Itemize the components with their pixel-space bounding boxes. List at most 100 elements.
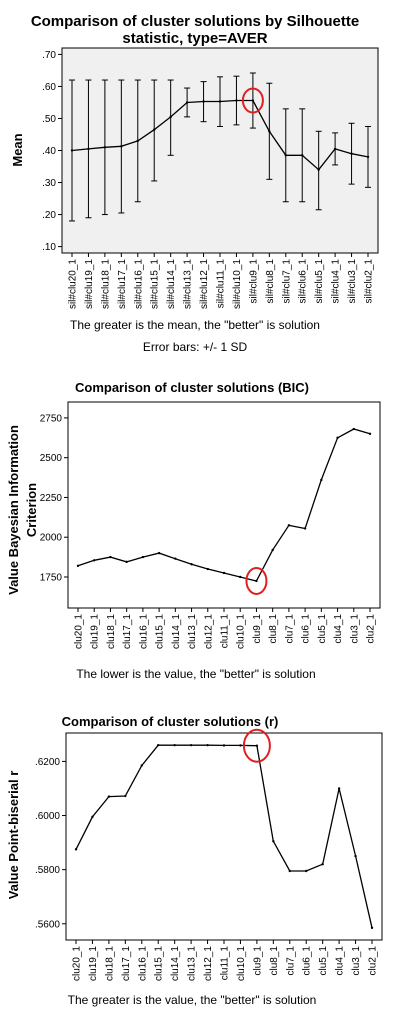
data-point [303,527,307,530]
data-point [368,432,372,436]
data-point [136,139,139,143]
x-tick-label: clu16_1 [137,946,148,981]
x-tick-label: sil#clu5_1 [314,259,325,304]
data-point [153,128,156,131]
data-point [370,926,374,930]
y-tick-label: .5800 [35,865,60,876]
data-point [189,743,193,747]
x-tick-label: clu3_1 [349,614,360,644]
y-tick-label: .10 [42,242,56,253]
x-tick-label: sil#clu8_1 [265,259,276,304]
x-tick-label: sil#clu19_1 [84,259,95,309]
plot-area [67,401,381,609]
x-tick-label: clu16_1 [138,614,149,649]
data-point [141,555,145,559]
x-tick-label: clu10_1 [236,614,247,649]
data-point [268,130,271,133]
x-tick-label: sil#clu13_1 [183,259,194,309]
x-tick-label: sil#clu12_1 [199,259,210,309]
data-point [350,152,353,155]
data-point [190,563,193,566]
data-point [305,869,308,873]
x-tick-label: clu5_1 [317,614,328,644]
y-tick-label: .6200 [35,757,60,768]
data-point [271,548,274,552]
data-point [70,149,74,152]
chart-title: Comparison of cluster solutions (BIC) [75,380,309,395]
data-point [337,787,341,790]
x-tick-label: clu13_1 [187,946,198,981]
data-point [320,478,323,482]
x-tick-label: clu8_1 [268,614,279,644]
x-tick-label: clu18_1 [104,946,115,981]
x-tick-label: clu6_1 [302,946,313,976]
y-tick-label: .60 [42,82,56,93]
x-tick-label: clu4_1 [333,614,344,644]
y-axis-label: Mean [10,133,25,166]
data-point [76,564,80,568]
x-tick-label: clu7_1 [285,946,296,976]
data-point [174,557,177,560]
x-tick-label: clu2_1 [368,946,379,976]
x-tick-label: clu20_1 [74,614,85,649]
y-axis-label: Value Bayesian Information [6,425,21,595]
data-point [321,863,324,866]
data-point [222,571,226,575]
x-tick-label: sil#clu14_1 [166,259,177,309]
x-tick-label: sil#clu11_1 [216,259,227,309]
data-point [157,551,161,555]
silhouette-chart: Comparison of cluster solutions by Silho… [10,13,379,354]
x-tick-label: sil#clu4_1 [331,259,342,304]
chart-title: Comparison of cluster solutions by Silho… [31,13,359,30]
data-point [185,101,189,104]
chart-note-error-bars: Error bars: +/- 1 SD [143,340,248,354]
x-tick-label: clu9_1 [252,614,263,644]
x-tick-label: sil#clu18_1 [100,259,111,309]
y-tick-label: .6000 [35,811,60,822]
data-point [354,854,357,858]
data-point [124,794,127,798]
data-point [333,147,337,151]
data-point [120,145,123,148]
data-point [272,840,275,843]
data-point [169,115,172,119]
y-tick-label: 1750 [40,572,63,583]
data-point [202,100,205,103]
y-tick-label: 2250 [40,493,63,504]
highlight-circle [241,87,264,114]
x-tick-label: sil#clu3_1 [347,259,358,304]
x-tick-label: sil#clu2_1 [364,259,375,304]
x-tick-label: clu19_1 [88,946,99,981]
data-point [239,744,242,747]
data-point [317,168,320,171]
y-tick-label: .5600 [35,919,60,930]
data-point [235,99,238,102]
x-tick-label: sil#clu15_1 [150,259,161,309]
x-tick-label: clu13_1 [187,614,198,649]
data-point [222,744,226,747]
y-tick-label: .20 [42,210,56,221]
data-point [288,869,291,873]
data-point [103,146,107,149]
x-tick-label: clu10_1 [236,946,247,981]
data-point [206,743,209,747]
data-point [336,436,339,439]
data-point [251,99,255,102]
data-point [107,795,111,798]
x-tick-label: sil#clu9_1 [248,259,259,304]
y-tick-label: 2750 [40,413,63,424]
x-tick-label: clu15_1 [154,946,165,981]
data-point [255,579,258,583]
y-tick-label: 2500 [40,453,63,464]
x-tick-label: sil#clu10_1 [232,259,243,309]
x-tick-label: clu15_1 [155,614,166,649]
data-point [125,560,128,564]
data-point [287,524,291,527]
data-point [284,154,287,157]
x-tick-label: sil#clu7_1 [281,259,292,304]
x-tick-label: sil#clu17_1 [117,259,128,309]
y-tick-label: .50 [42,114,56,125]
point-biserial-chart: Comparison of cluster solutions (r) .5600… [6,714,383,1007]
plot-area [65,732,383,941]
